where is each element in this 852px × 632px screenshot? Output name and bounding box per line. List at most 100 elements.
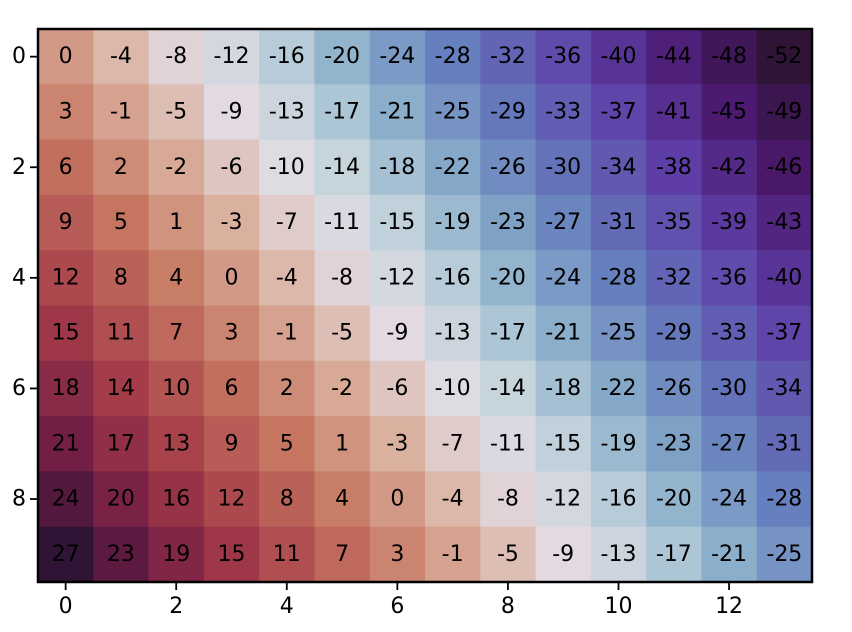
heatmap-cell: [535, 250, 592, 307]
cell-value-label: 16: [162, 487, 190, 512]
cell-value-label: -38: [656, 155, 692, 180]
cell-value-label: -37: [601, 99, 637, 124]
cell-value-label: -1: [442, 542, 464, 567]
cell-value-label: -12: [379, 265, 415, 290]
heatmap-cell: [590, 416, 647, 472]
cell-value-label: -16: [601, 487, 637, 512]
heatmap-cell: [369, 416, 426, 472]
heatmap-cell: [425, 471, 481, 528]
cell-value-label: -14: [324, 155, 360, 180]
heatmap-cell: [425, 139, 481, 196]
cell-value-label: 5: [114, 210, 128, 235]
heatmap-cell: [259, 305, 316, 362]
cell-value-label: -12: [214, 44, 250, 69]
cell-value-label: 3: [390, 542, 404, 567]
heatmap-cell: [646, 250, 703, 307]
heatmap-cell: [535, 471, 592, 528]
heatmap-cell: [259, 194, 316, 251]
cell-value-label: -13: [601, 542, 637, 567]
cell-value-label: -16: [435, 265, 471, 290]
cell-value-label: -18: [379, 155, 415, 180]
cell-value-label: -25: [766, 542, 802, 567]
heatmap-cell: [314, 194, 371, 251]
cell-value-label: -21: [545, 321, 581, 346]
y-tick-label: 2: [12, 155, 26, 180]
heatmap-cell: [38, 139, 94, 196]
cell-value-label: 21: [52, 431, 80, 456]
heatmap-cell: [369, 29, 426, 85]
heatmap-cell: [148, 360, 205, 417]
heatmap-cell: [148, 416, 205, 472]
heatmap-cell: [369, 250, 426, 307]
cell-value-label: -36: [545, 44, 581, 69]
heatmap-cell: [93, 84, 150, 141]
heatmap-cell: [756, 360, 813, 417]
cell-value-label: 14: [107, 376, 135, 401]
x-tick-label: 4: [280, 594, 294, 619]
cell-value-label: 18: [52, 376, 80, 401]
cell-value-label: -37: [766, 321, 802, 346]
cell-value-label: -23: [490, 210, 526, 235]
heatmap-cell: [756, 416, 813, 472]
heatmap-cell: [93, 139, 150, 196]
cell-value-label: -35: [656, 210, 692, 235]
heatmap-cell: [148, 194, 205, 251]
cell-value-label: -24: [545, 265, 581, 290]
cell-value-label: -25: [435, 99, 471, 124]
heatmap-cell: [756, 84, 813, 141]
cell-value-label: -22: [601, 376, 637, 401]
heatmap-cell: [590, 305, 647, 362]
cell-value-label: -33: [711, 321, 747, 346]
heatmap-cell: [701, 416, 758, 472]
cell-value-label: 13: [162, 431, 190, 456]
cell-value-label: -5: [331, 321, 353, 346]
cell-value-label: 6: [225, 376, 239, 401]
cell-value-label: -11: [490, 431, 526, 456]
heatmap-cell: [259, 471, 316, 528]
heatmap-cell: [590, 139, 647, 196]
heatmap-cell: [314, 416, 371, 472]
heatmap-cell: [93, 305, 150, 362]
cell-value-label: -3: [386, 431, 408, 456]
heatmap-cell: [590, 471, 647, 528]
heatmap-cell: [646, 360, 703, 417]
heatmap-cell: [93, 250, 150, 307]
cell-value-label: -40: [766, 265, 802, 290]
x-axis: 0 2 4 6 8 10 12: [59, 582, 743, 619]
cell-value-label: -34: [601, 155, 637, 180]
heatmap-cell: [646, 29, 703, 85]
heatmap-cell: [646, 194, 703, 251]
cell-value-label: -22: [435, 155, 471, 180]
cell-value-label: 23: [107, 542, 135, 567]
heatmap-cell: [259, 250, 316, 307]
heatmap-cell: [480, 416, 537, 472]
heatmap-cell: [590, 29, 647, 85]
cell-value-label: -21: [711, 542, 747, 567]
cell-value-label: 11: [273, 542, 301, 567]
cell-value-label: 0: [59, 44, 73, 69]
cell-value-label: -44: [656, 44, 692, 69]
cell-value-label: -52: [766, 44, 802, 69]
heatmap-cell: [314, 139, 371, 196]
heatmap-cell: [480, 526, 537, 583]
y-tick-label: 4: [12, 265, 26, 290]
heatmap-cell: [369, 471, 426, 528]
cell-value-label: -10: [269, 155, 305, 180]
cell-value-label: -21: [379, 99, 415, 124]
heatmap-cell: [646, 305, 703, 362]
heatmap-cell: [425, 194, 481, 251]
cell-value-label: -17: [490, 321, 526, 346]
cell-value-label: 15: [218, 542, 246, 567]
heatmap-cell: [93, 29, 150, 85]
heatmap-cell: [480, 194, 537, 251]
cell-value-label: -49: [766, 99, 802, 124]
heatmap-cell: [425, 29, 481, 85]
heatmap-cell: [38, 471, 94, 528]
heatmap-cell: [314, 526, 371, 583]
heatmap-cell: [148, 471, 205, 528]
heatmap-cell: [38, 526, 94, 583]
heatmap-cell: [259, 29, 316, 85]
heatmap-cell: [259, 360, 316, 417]
heatmap-cell: [93, 471, 150, 528]
heatmap-cell: [203, 305, 260, 362]
